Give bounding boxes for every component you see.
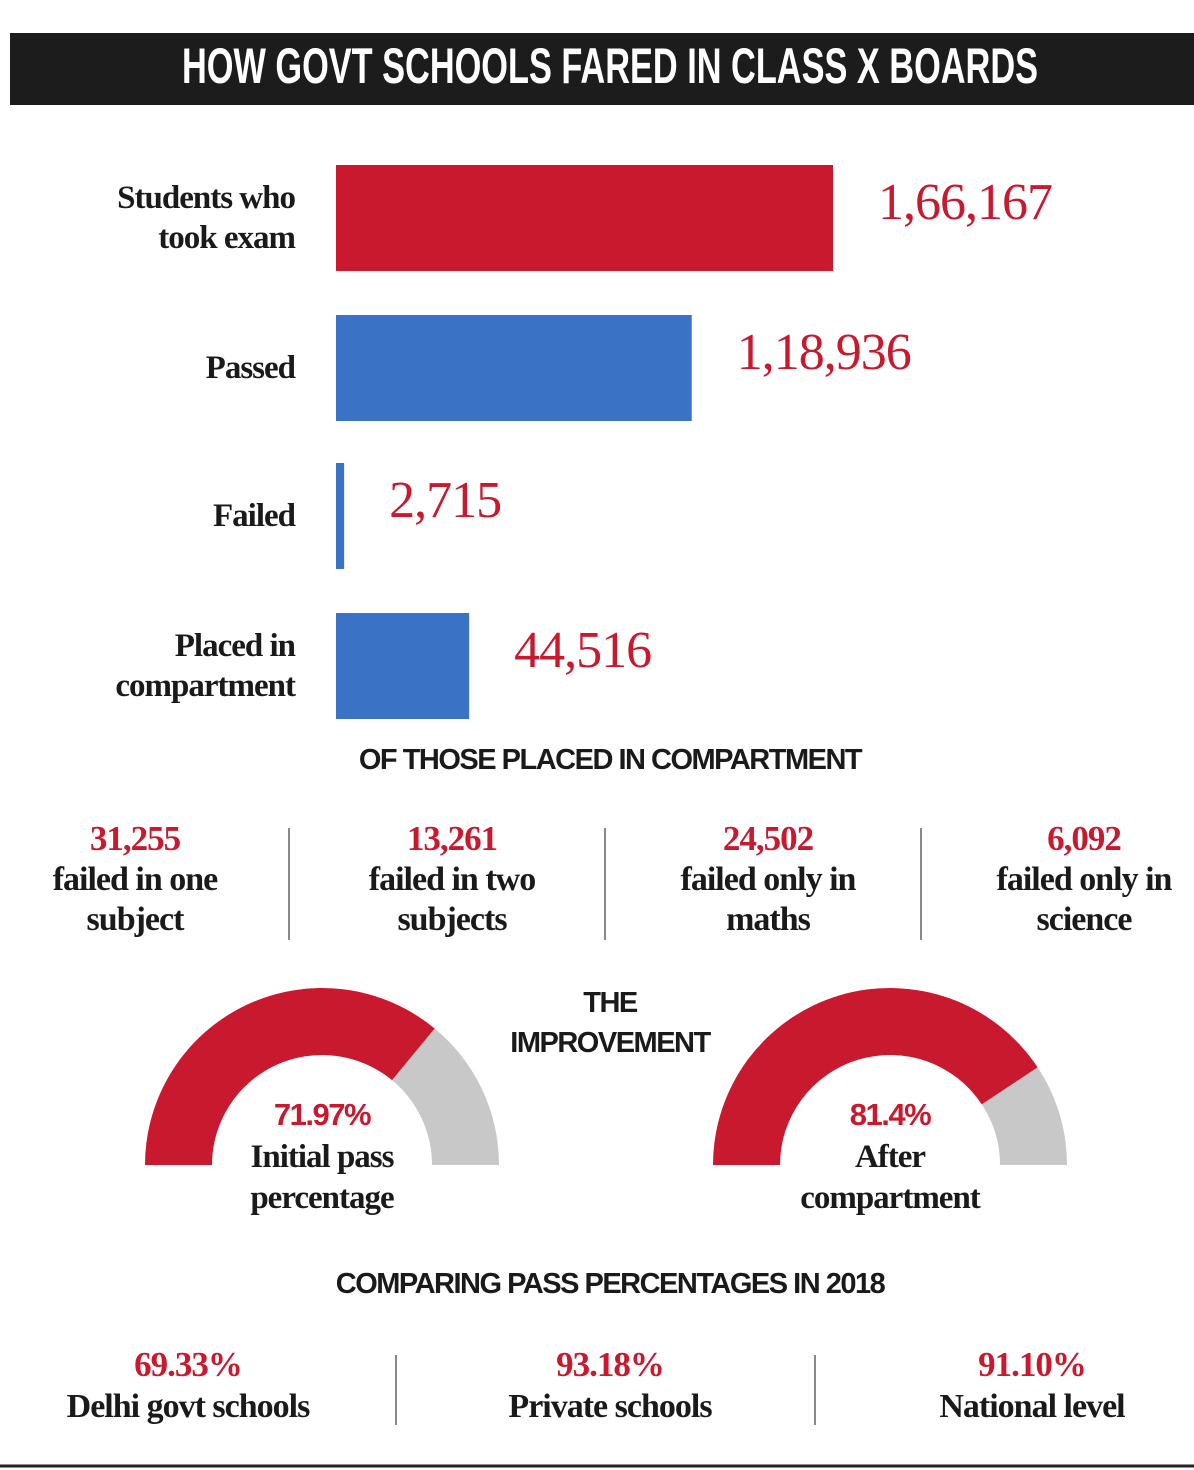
gauge-title: THE IMPROVEMENT [510,987,711,1059]
gauge-arc [145,988,435,1165]
gauge-track [392,1028,499,1165]
bar [336,165,833,271]
stat-value: 69.33% [134,1345,243,1384]
bar [336,315,692,421]
value-label: 1,66,167 [878,174,1053,231]
stat-value: 93.18% [556,1345,665,1384]
gauge-label: Initial pass percentage [250,1139,394,1216]
stat-label: failed only in science [996,861,1173,938]
stat-label: National level [939,1388,1125,1425]
stat-value: 13,261 [406,819,498,858]
bar [336,463,345,569]
dividers [288,828,922,1425]
bar [336,613,470,719]
section-heading: OF THOSE PLACED IN COMPARTMENT [358,744,863,776]
stat-value: 91.10% [978,1345,1087,1384]
stat-label: Private schools [508,1388,712,1425]
stat-label: failed in two subjects [368,861,536,938]
stat-label: failed only in maths [680,861,857,938]
stat-label: failed in one subject [52,861,219,938]
category-label: Students who took exam [117,180,296,256]
stat-label: Delhi govt schools [66,1388,311,1425]
stat-value: 31,255 [89,819,181,858]
title: HOW GOVT SCHOOLS FARED IN CLASS X BOARDS [182,38,1038,94]
title-bar [10,33,1194,105]
value-label: 1,18,936 [736,324,912,381]
gauge-value: 71.97% [273,1097,372,1132]
category-label: Failed [213,498,296,534]
section-heading: COMPARING PASS PERCENTAGES IN 2018 [335,1268,886,1300]
gauge-track [981,1067,1067,1165]
category-label: Placed in compartment [115,628,296,704]
category-label: Passed [205,350,296,386]
gauge-label: After compartment [800,1139,981,1216]
gauge-arc [713,988,1038,1165]
value-label: 2,715 [389,472,502,529]
value-label: 44,516 [514,622,652,679]
gauge-value: 81.4% [849,1097,932,1132]
stat-value: 24,502 [722,819,814,858]
stat-value: 6,092 [1047,819,1122,858]
